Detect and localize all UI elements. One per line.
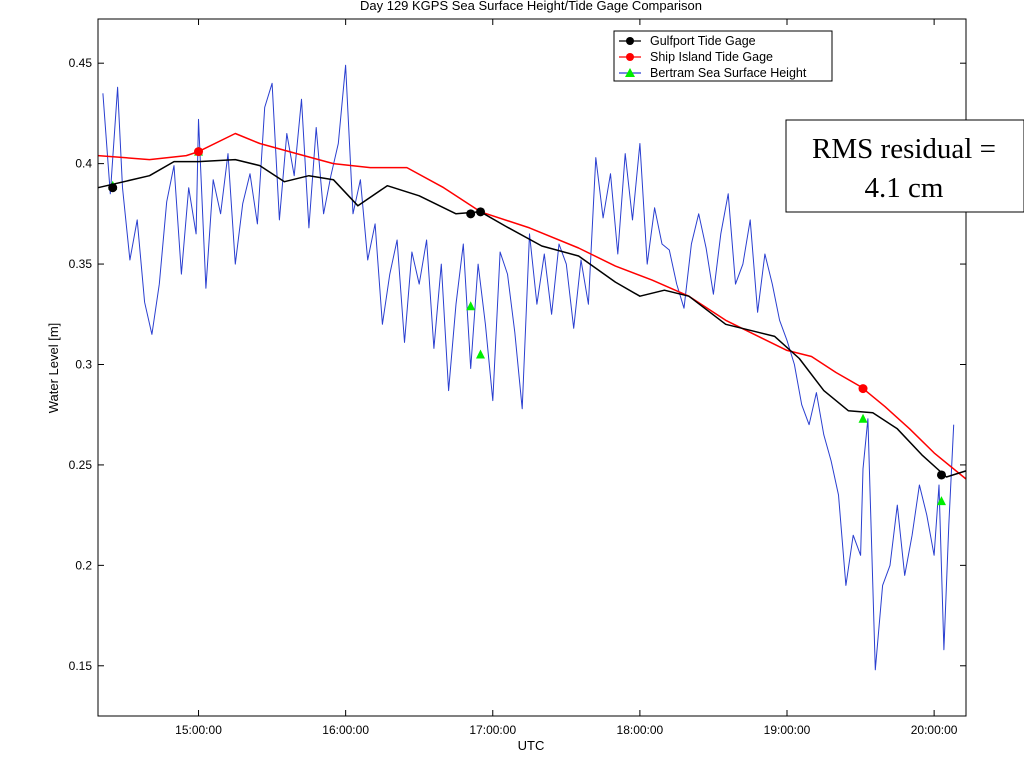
y-tick-label: 0.4	[75, 157, 92, 171]
x-tick-label: 17:00:00	[469, 723, 516, 737]
ship-island-tide-gage-marker	[194, 147, 204, 157]
y-tick-labels: 0.15 0.2 0.25 0.3 0.35 0.4 0.45	[69, 56, 93, 673]
ship-island-tide-gage-marker	[858, 384, 868, 394]
gulfport-tide-gage-marker	[936, 470, 946, 480]
x-tick-label: 18:00:00	[617, 723, 664, 737]
gulfport-tide-gage-marker	[108, 183, 118, 193]
rms-annotation-line-1: RMS residual =	[812, 133, 996, 165]
bertram-sea-surface-height-line	[102, 64, 955, 671]
legend-box	[613, 30, 833, 82]
x-tick-labels: 15:00:00 16:00:00 17:00:00 18:00:00 19:00:00…	[175, 723, 958, 737]
legend-gulfport-marker	[626, 37, 634, 45]
x-tick-label: 15:00:00	[175, 723, 222, 737]
legend-bertram-marker	[625, 68, 635, 77]
legend-bertram-label: Bertram Sea Surface Height	[650, 66, 807, 80]
rms-annotation: RMS residual = 4.1 cm	[785, 119, 1024, 213]
chart-title: Day 129 KGPS Sea Surface Height/Tide Gag…	[360, 0, 702, 13]
y-tick-label: 0.45	[69, 56, 93, 70]
plot-frame	[97, 18, 967, 717]
legend: Gulfport Tide Gage Ship Island Tide Gage…	[613, 30, 833, 82]
plot-markers	[108, 146, 946, 506]
legend-ship-island-label: Ship Island Tide Gage	[650, 50, 773, 64]
x-tick-label: 16:00:00	[322, 723, 369, 737]
legend-gulfport-label: Gulfport Tide Gage	[650, 34, 756, 48]
legend-ship-island-marker	[626, 53, 634, 61]
ship-island-tide-gage-line	[97, 132, 967, 480]
gulfport-tide-gage-marker	[466, 209, 476, 219]
bertram-sea-surface-height-marker	[466, 301, 476, 311]
y-tick-label: 0.2	[75, 558, 92, 572]
rms-annotation-box	[785, 119, 1024, 213]
y-tick-label: 0.25	[69, 458, 93, 472]
plot-series	[97, 64, 967, 671]
gulfport-tide-gage-marker	[476, 207, 486, 217]
bertram-sea-surface-height-marker	[476, 349, 486, 359]
y-tick-label: 0.3	[75, 357, 92, 371]
bertram-sea-surface-height-marker	[858, 413, 868, 423]
bertram-sea-surface-height-marker	[936, 496, 946, 506]
x-tick-label: 19:00:00	[764, 723, 811, 737]
gulfport-tide-gage-line	[97, 158, 967, 478]
x-axis-label: UTC	[518, 738, 545, 753]
y-tick-label: 0.35	[69, 257, 93, 271]
x-tick-label: 20:00:00	[911, 723, 958, 737]
y-tick-label: 0.15	[69, 659, 93, 673]
rms-annotation-line-2: 4.1 cm	[865, 172, 944, 204]
y-axis-label: Water Level [m]	[46, 323, 61, 414]
